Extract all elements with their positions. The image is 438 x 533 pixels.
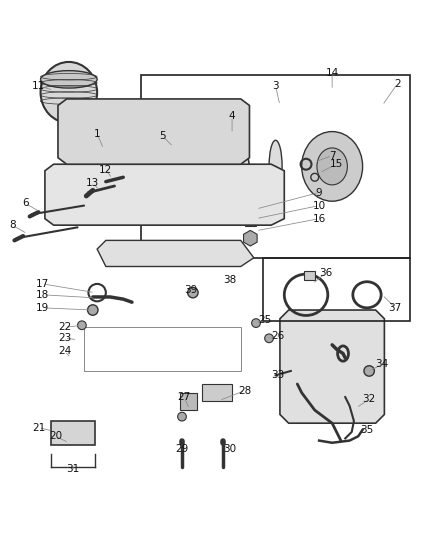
Ellipse shape [171, 123, 250, 219]
Text: 34: 34 [375, 359, 389, 369]
Text: 17: 17 [36, 279, 49, 289]
Text: 11: 11 [32, 81, 45, 91]
Text: 10: 10 [313, 200, 326, 211]
Text: 14: 14 [325, 68, 339, 78]
Ellipse shape [269, 140, 282, 192]
Text: 24: 24 [58, 346, 71, 357]
Text: 27: 27 [177, 392, 191, 402]
Ellipse shape [311, 173, 319, 181]
Bar [201, 384, 232, 401]
Circle shape [187, 287, 198, 298]
Text: 7: 7 [329, 150, 336, 160]
Text: 21: 21 [32, 423, 45, 433]
Bar [304, 271, 315, 279]
Bar [262, 258, 410, 321]
Text: 5: 5 [159, 131, 166, 141]
Text: 25: 25 [258, 314, 271, 325]
Text: 16: 16 [312, 214, 326, 224]
Text: 33: 33 [271, 370, 284, 381]
Text: 38: 38 [223, 274, 237, 285]
Text: 6: 6 [22, 198, 28, 208]
Ellipse shape [317, 148, 347, 185]
Text: 3: 3 [272, 81, 279, 91]
Text: 4: 4 [229, 111, 235, 122]
Text: 18: 18 [36, 290, 49, 300]
Text: 23: 23 [58, 333, 71, 343]
Text: 13: 13 [86, 178, 99, 188]
Text: 35: 35 [360, 425, 374, 435]
Bar [180, 393, 197, 410]
Text: 29: 29 [175, 445, 189, 454]
Circle shape [364, 366, 374, 376]
Text: 2: 2 [394, 79, 401, 88]
Bar [78, 122, 110, 154]
Ellipse shape [191, 147, 230, 195]
Bar [245, 213, 256, 227]
Ellipse shape [302, 132, 363, 201]
Bar [245, 206, 256, 216]
Text: 12: 12 [99, 165, 113, 175]
Polygon shape [280, 310, 385, 423]
Text: 22: 22 [58, 322, 71, 333]
Text: 28: 28 [238, 385, 252, 395]
Ellipse shape [41, 62, 97, 123]
Text: 9: 9 [316, 188, 322, 198]
Text: 37: 37 [389, 303, 402, 313]
Text: 20: 20 [49, 431, 62, 441]
Polygon shape [45, 164, 284, 225]
Circle shape [78, 423, 86, 432]
Text: 26: 26 [271, 331, 284, 341]
Text: 31: 31 [67, 464, 80, 474]
Circle shape [178, 413, 186, 421]
Circle shape [88, 305, 98, 315]
Polygon shape [58, 99, 250, 164]
Text: 15: 15 [330, 159, 343, 169]
Bar [141, 75, 410, 258]
Circle shape [265, 334, 273, 343]
Circle shape [252, 319, 260, 327]
Text: 30: 30 [223, 445, 237, 454]
Polygon shape [97, 240, 254, 266]
Bar [51, 421, 95, 445]
Text: 36: 36 [319, 268, 332, 278]
Text: 19: 19 [36, 303, 49, 313]
Text: 8: 8 [9, 220, 16, 230]
Text: 1: 1 [94, 129, 100, 139]
Circle shape [78, 321, 86, 329]
Text: 39: 39 [184, 286, 198, 295]
Text: 32: 32 [363, 394, 376, 404]
Ellipse shape [41, 71, 97, 88]
Bar [84, 327, 241, 371]
